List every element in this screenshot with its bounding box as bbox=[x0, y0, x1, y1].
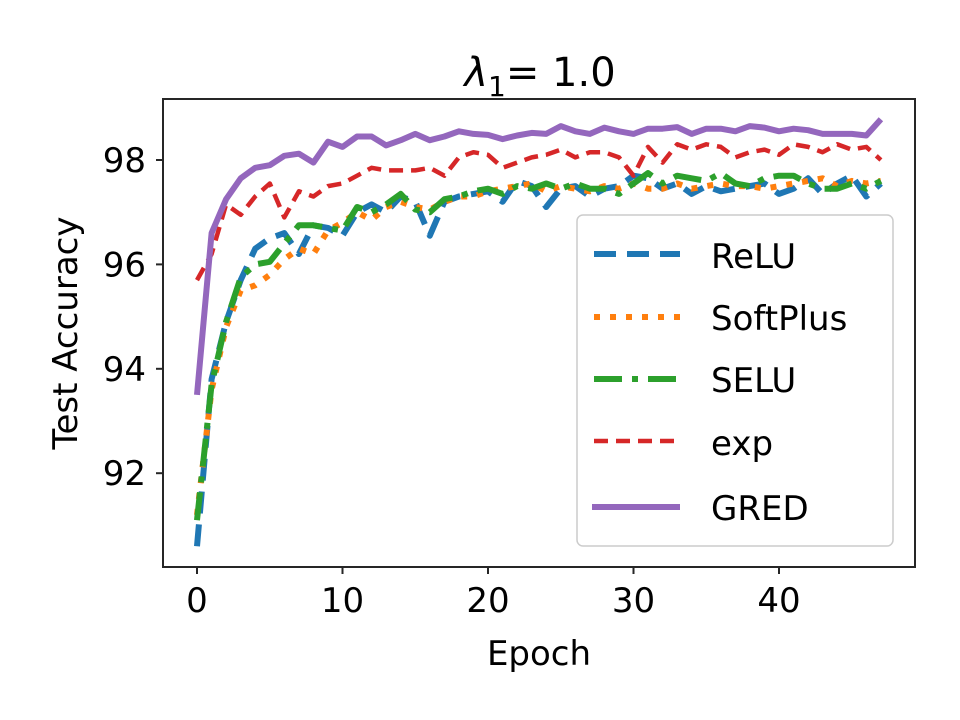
legend-box bbox=[576, 214, 894, 547]
x-tick-label: 10 bbox=[321, 581, 364, 621]
y-tick-label: 92 bbox=[103, 454, 146, 494]
chart-title: λ1= 1.0 bbox=[462, 50, 615, 103]
series-selu bbox=[194, 170, 883, 521]
x-tick-label: 0 bbox=[186, 581, 208, 621]
svg-text:SoftPlus: SoftPlus bbox=[711, 299, 847, 339]
legend-item-softplus: SoftPlus bbox=[594, 299, 847, 339]
legend-item-selu: SELU bbox=[594, 361, 796, 401]
legend-item-exp: exp bbox=[594, 424, 773, 464]
series-gred bbox=[194, 117, 884, 396]
legend: ReLU SoftPlus SELU exp GRED bbox=[576, 214, 894, 547]
y-tick-label: 96 bbox=[103, 245, 146, 285]
legend-item-gred: GRED bbox=[592, 489, 809, 529]
y-axis-label: Test Accuracy bbox=[46, 217, 86, 451]
plot-frame bbox=[162, 98, 916, 568]
x-axis: 0 10 20 30 40 bbox=[186, 567, 801, 621]
svg-text:SELU: SELU bbox=[711, 361, 796, 401]
series-exp bbox=[195, 142, 883, 282]
series-layer bbox=[194, 117, 884, 547]
svg-text:exp: exp bbox=[711, 424, 773, 464]
y-tick-label: 98 bbox=[103, 141, 146, 181]
legend-item-relu: ReLU bbox=[594, 237, 796, 277]
x-tick-label: 40 bbox=[757, 581, 800, 621]
x-tick-label: 30 bbox=[612, 581, 655, 621]
y-tick-label: 94 bbox=[103, 350, 146, 390]
svg-text:ReLU: ReLU bbox=[711, 237, 796, 277]
svg-text:GRED: GRED bbox=[711, 489, 809, 529]
y-axis: 92 94 96 98 bbox=[103, 141, 163, 494]
x-tick-label: 20 bbox=[466, 581, 509, 621]
x-axis-label: Epoch bbox=[487, 634, 591, 674]
